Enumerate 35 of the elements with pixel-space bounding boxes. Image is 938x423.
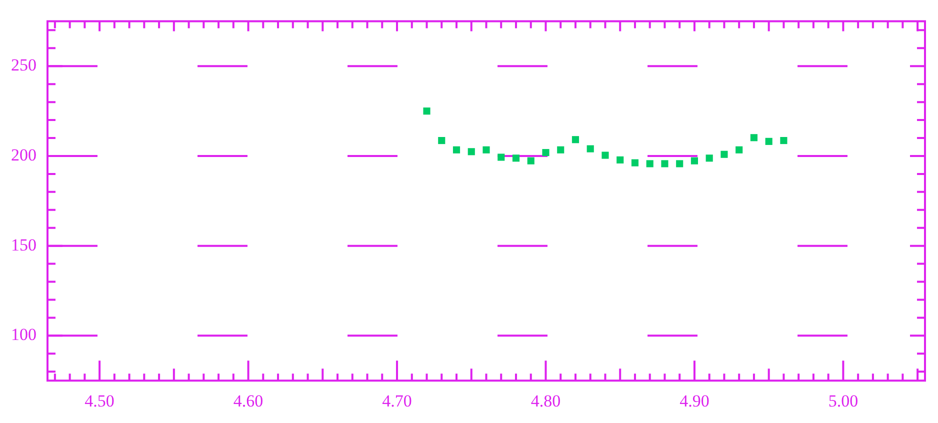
point: [720, 150, 728, 158]
point: [586, 145, 594, 152]
point: [706, 154, 713, 162]
point: [736, 146, 743, 154]
y-tick-label: 150: [11, 235, 36, 254]
x-tick-label: 4.50: [84, 391, 114, 410]
point: [646, 160, 654, 168]
point: [676, 160, 684, 168]
y-tick-label: 200: [11, 145, 36, 164]
y-tick-label: 250: [11, 56, 36, 75]
point: [616, 156, 624, 164]
point: [780, 136, 788, 144]
point: [750, 134, 758, 142]
point: [557, 146, 564, 154]
point: [661, 160, 668, 168]
point: [690, 157, 698, 164]
point: [631, 159, 639, 166]
point: [527, 157, 534, 164]
point: [498, 154, 505, 161]
y-tick-label: 100: [11, 325, 36, 344]
x-tick-label: 4.90: [680, 391, 710, 410]
point: [438, 136, 446, 144]
point: [602, 152, 609, 159]
point: [452, 146, 460, 154]
x-tick-label: 4.60: [233, 391, 264, 410]
x-tick-label: 4.80: [530, 391, 561, 410]
point: [572, 136, 580, 144]
point: [482, 146, 490, 154]
point: [765, 138, 772, 145]
point: [512, 154, 520, 162]
x-tick-label: 5.00: [828, 391, 858, 410]
point: [423, 108, 430, 115]
x-tick-label: 4.70: [382, 391, 412, 410]
point: [468, 148, 475, 156]
point: [542, 149, 550, 156]
